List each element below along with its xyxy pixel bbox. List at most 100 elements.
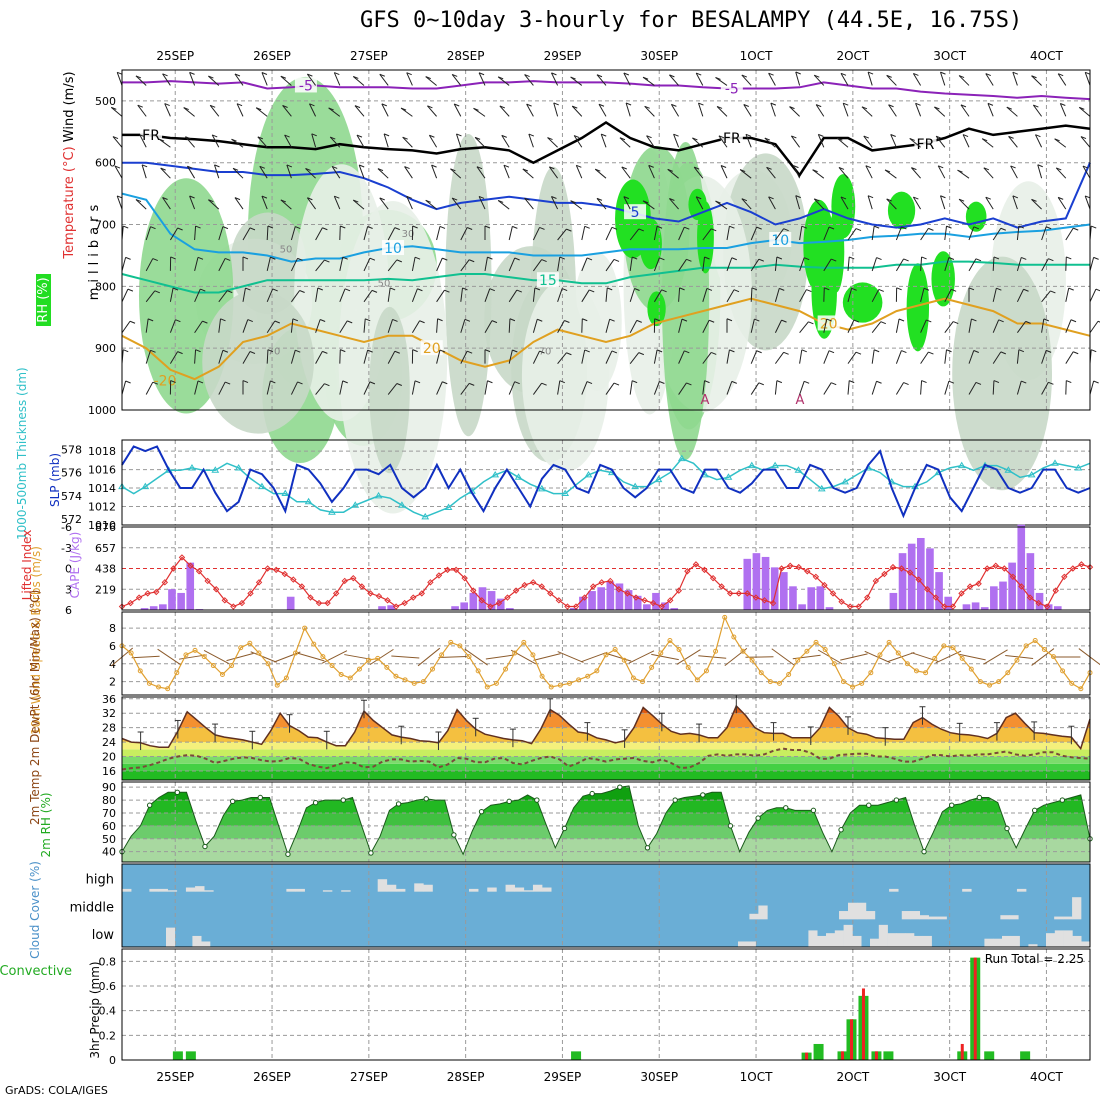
wind-barb-flag xyxy=(259,165,265,169)
wind-barb xyxy=(501,135,510,148)
wind-speed-marker xyxy=(676,646,682,652)
li-marker xyxy=(512,587,520,594)
wind-speed-marker xyxy=(877,652,883,658)
cape-bar xyxy=(752,553,761,610)
wind-barb xyxy=(213,164,220,179)
wind-barb xyxy=(960,104,970,117)
dewpoint-line xyxy=(121,747,1091,771)
wind-barb xyxy=(266,320,276,333)
wind-speed-marker xyxy=(329,663,335,669)
wind-barb xyxy=(644,105,655,117)
li-marker xyxy=(855,603,862,610)
rh-marker xyxy=(1031,807,1038,814)
pressure-tick: 700 xyxy=(95,219,116,232)
wind-barb-flag xyxy=(1021,256,1027,260)
wind-barb-flag xyxy=(1048,258,1054,262)
date-label-top: 4OCT xyxy=(1030,49,1063,63)
date-label-top: 28SEP xyxy=(447,49,485,63)
wind-barb xyxy=(678,259,687,272)
wind-barb xyxy=(135,75,147,86)
cape-bar xyxy=(487,591,496,610)
wind-barb xyxy=(871,257,878,272)
wind-barb-flag xyxy=(272,288,278,292)
cape-bar xyxy=(606,581,615,610)
cloud-bar xyxy=(185,887,196,892)
wind-barb-flag xyxy=(573,135,580,138)
wind-speed-marker xyxy=(621,657,627,663)
rh-marker xyxy=(506,798,512,805)
wind-barb xyxy=(169,351,179,364)
li-marker xyxy=(170,565,177,572)
rh-shade xyxy=(887,191,916,230)
rh-marker xyxy=(672,797,678,803)
li-marker xyxy=(1043,603,1051,610)
surface-wind-barb xyxy=(628,650,655,664)
li-marker xyxy=(547,590,554,597)
wind-barb-flag xyxy=(394,350,400,354)
wind-barb xyxy=(234,73,244,86)
wind-barb-flag xyxy=(516,289,523,293)
wind-barb xyxy=(968,258,977,272)
wind-barb-flag xyxy=(1035,134,1041,138)
wind-barb-flag xyxy=(549,166,555,170)
wind-barb xyxy=(702,352,712,364)
cape-bar xyxy=(761,556,770,610)
wind-barb-flag xyxy=(1050,290,1056,294)
wind-barb xyxy=(692,137,704,148)
wind-barb-flag xyxy=(183,107,189,111)
wind-barb-flag xyxy=(255,107,262,111)
wind-barb xyxy=(387,351,396,364)
wind-barb-flag xyxy=(139,134,146,138)
wind-barb xyxy=(333,72,341,86)
cape-tick: 219 xyxy=(95,583,116,596)
wind-barb xyxy=(1012,195,1018,210)
wind-barb-flag xyxy=(696,72,702,76)
wind-barb-flag xyxy=(224,257,231,261)
cloud-bar xyxy=(738,941,748,947)
wind-barb xyxy=(411,380,416,395)
cloud-bar xyxy=(905,933,915,947)
wind-barb-flag xyxy=(1093,256,1099,260)
wind-barb-flag xyxy=(776,256,783,260)
isotherm-15 xyxy=(121,260,1090,294)
li-marker xyxy=(230,603,237,610)
wind-barb-flag xyxy=(158,138,165,142)
wind-barb-flag xyxy=(340,225,346,229)
wind-barb xyxy=(653,349,658,364)
wind-speed-marker xyxy=(183,652,189,658)
wind-barb-flag xyxy=(261,72,268,75)
wind-barb xyxy=(813,74,825,86)
li-marker xyxy=(221,597,229,604)
wind-barb-flag xyxy=(828,226,835,230)
wind-barb-flag xyxy=(499,105,506,109)
wind-barb xyxy=(789,106,800,117)
wind-barb xyxy=(363,258,371,272)
cloud-bar xyxy=(848,902,858,920)
wind-barb-flag xyxy=(412,225,418,229)
wind-barb-flag xyxy=(1057,196,1064,200)
wind-barb-flag xyxy=(855,351,862,355)
wind-barb-flag xyxy=(456,133,462,137)
wind-barb xyxy=(508,257,516,272)
wind-barb xyxy=(484,380,488,395)
wind-barb xyxy=(992,351,1002,364)
wind-barb xyxy=(1065,319,1072,333)
wind-barb-flag xyxy=(642,76,649,80)
wind-barb xyxy=(944,226,948,241)
wind-barb xyxy=(847,256,850,271)
wind-speed-marker xyxy=(1050,654,1056,660)
cloud-bar xyxy=(204,890,214,892)
wind-speed-marker xyxy=(229,663,235,669)
wind-barb xyxy=(596,74,607,86)
wind-barb-flag xyxy=(1095,288,1100,292)
wind-barb xyxy=(290,258,298,272)
wind-speed-marker xyxy=(375,655,381,661)
wind-speed-marker xyxy=(1032,638,1038,644)
wind-barb-flag xyxy=(958,198,965,202)
wind-barb-flag xyxy=(886,74,892,78)
wind-speed-marker xyxy=(1041,646,1047,652)
wind-barb-flag xyxy=(611,350,618,354)
wind-barb xyxy=(1041,350,1047,364)
wind-barb-flag xyxy=(297,381,303,385)
wind-barb-flag xyxy=(197,256,204,260)
